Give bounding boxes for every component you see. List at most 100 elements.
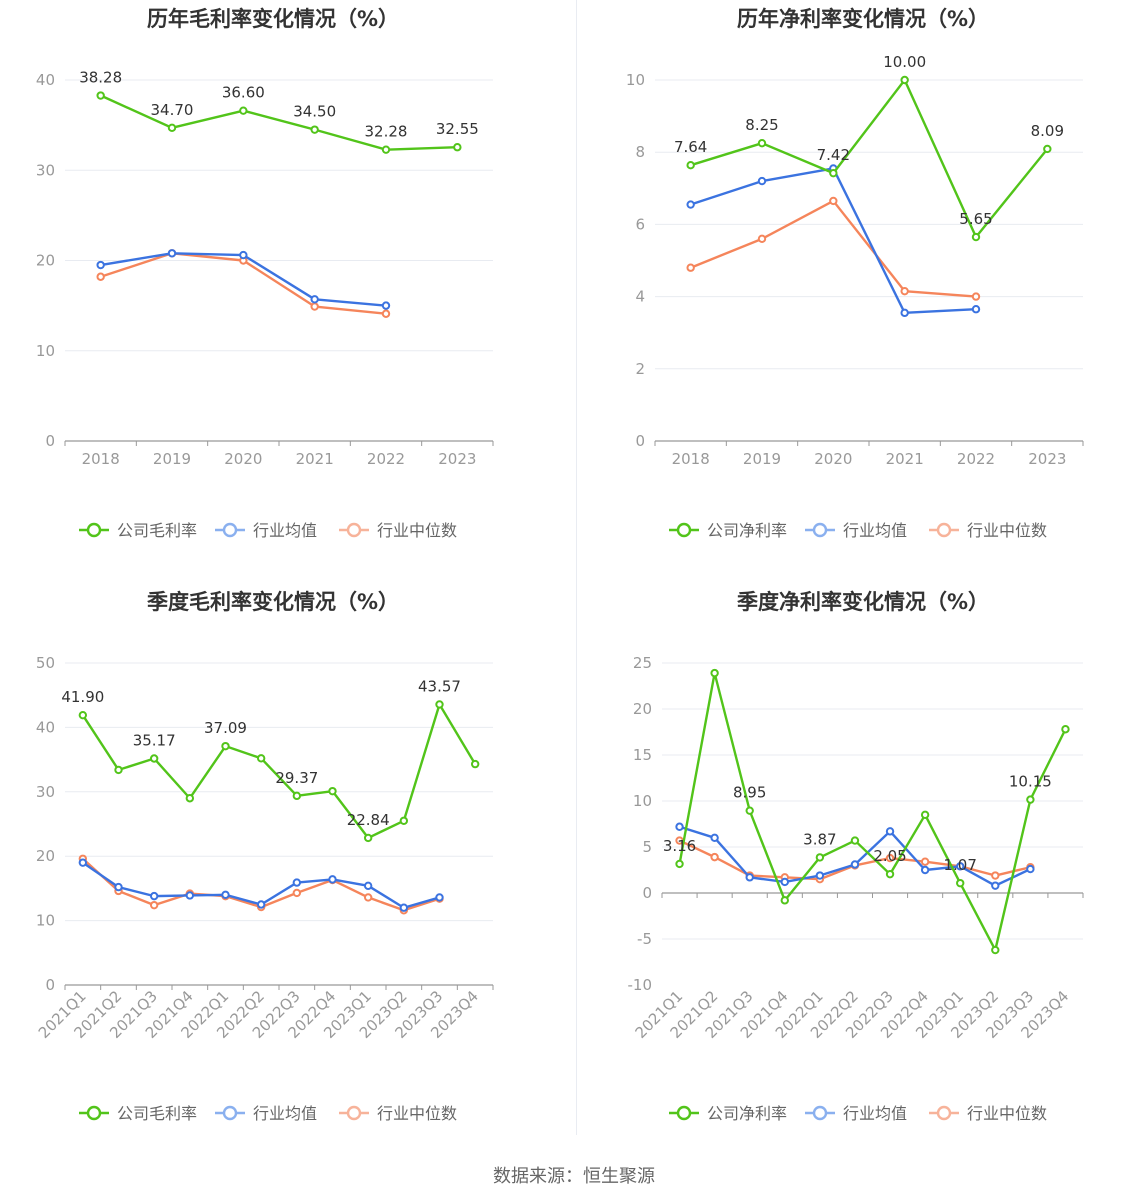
y-tick-label: 10: [626, 71, 645, 89]
legend-label: 行业均值: [253, 1104, 317, 1123]
data-point-company: [328, 786, 337, 796]
series-line-company: [678, 671, 1067, 952]
data-point-median: [292, 888, 302, 898]
data-label: 3.87: [803, 830, 836, 848]
data-point-avg: [435, 893, 444, 902]
legend-label: 公司净利率: [707, 521, 787, 540]
data-point-company: [991, 945, 1000, 955]
data-point-company: [815, 853, 825, 862]
data-point-avg: [900, 308, 909, 318]
legend-swatch-marker: [676, 1105, 692, 1121]
legend-swatch-marker: [346, 1105, 362, 1121]
legend-label: 行业均值: [843, 521, 907, 540]
x-tick-label: 2019: [743, 450, 781, 468]
data-point-avg: [114, 882, 123, 892]
data-label: 32.28: [365, 123, 408, 141]
x-tick-label: 2021: [296, 450, 334, 468]
y-tick-label: 40: [36, 718, 55, 736]
data-point-company: [757, 138, 767, 148]
data-point-avg: [292, 878, 302, 887]
x-tick-label: 2018: [82, 450, 120, 468]
data-point-company: [850, 836, 860, 845]
data-point-company: [1026, 795, 1035, 804]
data-point-company: [829, 168, 838, 178]
legend-label: 行业均值: [843, 1104, 907, 1123]
y-tick-label: 30: [36, 783, 55, 801]
data-point-avg: [78, 858, 88, 867]
data-point-avg: [256, 900, 266, 909]
y-tick-label: 30: [36, 161, 55, 179]
data-point-median: [149, 900, 159, 910]
chart-title: 季度净利率变化情况（%）: [737, 590, 989, 614]
legend-label: 行业中位数: [967, 1104, 1047, 1123]
legend-label: 公司净利率: [707, 1104, 787, 1123]
data-point-company: [435, 700, 444, 709]
data-point-avg: [310, 295, 319, 304]
legend-label: 公司毛利率: [117, 521, 197, 540]
x-tick-label: 2020: [224, 450, 262, 468]
y-tick-label: 20: [633, 700, 652, 718]
series-line-median: [679, 839, 1031, 881]
series-line-company: [690, 78, 1049, 239]
legend-label: 行业中位数: [377, 1104, 457, 1123]
data-point-company: [239, 106, 248, 115]
y-tick-label: 0: [45, 432, 55, 450]
legend-item-avg: 行业均值: [805, 521, 907, 540]
data-point-median: [310, 302, 319, 311]
data-point-avg: [971, 305, 981, 314]
chart-title: 季度毛利率变化情况（%）: [147, 590, 399, 614]
y-tick-label: 15: [633, 746, 652, 764]
data-point-company: [780, 896, 789, 905]
y-tick-label: 50: [36, 654, 55, 672]
y-tick-label: 20: [36, 847, 55, 865]
data-label: 10.00: [883, 53, 926, 71]
legend-label: 行业中位数: [377, 521, 457, 540]
data-point-avg: [675, 822, 684, 831]
x-tick-label: 2018: [672, 450, 710, 468]
y-tick-label: -5: [637, 930, 652, 948]
chart-quarterly-net-margin: 季度净利率变化情况（%）-10-505101520252021Q12021Q22…: [628, 590, 1084, 1123]
y-tick-label: 0: [642, 884, 652, 902]
data-source-note: 数据来源：恒生聚源: [493, 1166, 655, 1187]
y-tick-label: 8: [635, 143, 645, 161]
data-point-median: [710, 852, 719, 862]
x-tick-label: 2019: [153, 450, 191, 468]
data-label: 41.90: [61, 688, 104, 706]
legend-swatch-marker: [812, 522, 828, 538]
legend-swatch-marker: [86, 1105, 102, 1121]
legend-swatch-marker: [346, 522, 362, 538]
data-point-avg: [381, 301, 391, 310]
data-label: 5.65: [959, 210, 992, 228]
data-point-median: [885, 853, 895, 863]
data-point-company: [185, 794, 195, 803]
legend-swatch-marker: [936, 1105, 952, 1121]
data-point-avg: [710, 833, 719, 843]
series-line-company: [100, 94, 458, 151]
data-label: 10.15: [1009, 773, 1052, 791]
y-tick-label: 20: [36, 252, 55, 270]
data-point-avg: [96, 260, 105, 270]
series-line-median: [690, 199, 977, 298]
data-label: 37.09: [204, 719, 247, 737]
legend-swatch-marker: [86, 522, 102, 538]
legend-item-median: 行业中位数: [339, 521, 457, 540]
data-point-avg: [363, 881, 373, 891]
y-tick-label: 10: [36, 342, 55, 360]
y-tick-label: -10: [628, 976, 653, 994]
data-label: 7.42: [817, 146, 850, 164]
legend-item-avg: 行业均值: [215, 1104, 317, 1123]
data-point-company: [167, 123, 177, 133]
y-tick-label: 2: [635, 360, 645, 378]
data-point-avg: [1026, 864, 1035, 874]
data-label: 43.57: [418, 677, 461, 695]
data-point-avg: [815, 871, 825, 880]
data-point-company: [675, 859, 684, 869]
data-point-median: [381, 309, 391, 318]
series-line-company: [81, 703, 477, 840]
chart-panel-annual-gross-margin: 历年毛利率变化情况（%） 0 10 20 30 40 2018 2019 2020 2021 202…: [0, 0, 574, 580]
y-tick-label: 0: [45, 976, 55, 994]
data-point-company: [292, 791, 302, 801]
data-label: 38.28: [79, 69, 122, 87]
data-point-company: [78, 710, 88, 720]
data-point-company: [710, 668, 719, 678]
